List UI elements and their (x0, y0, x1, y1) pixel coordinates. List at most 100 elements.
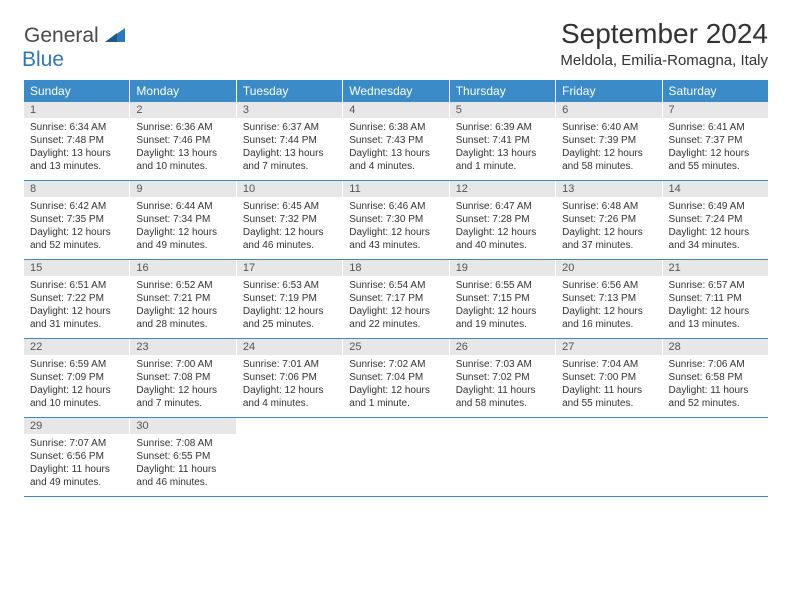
daylight-text: Daylight: 11 hours and 46 minutes. (136, 463, 229, 489)
daylight-text: Daylight: 11 hours and 49 minutes. (30, 463, 123, 489)
day-header-friday: Friday (556, 80, 662, 102)
calendar-day-cell: 14Sunrise: 6:49 AMSunset: 7:24 PMDayligh… (663, 181, 768, 259)
calendar-day-cell: 27Sunrise: 7:04 AMSunset: 7:00 PMDayligh… (556, 339, 662, 417)
daylight-text: Daylight: 13 hours and 1 minute. (456, 147, 549, 173)
empty-cell (663, 418, 768, 496)
sunrise-text: Sunrise: 6:56 AM (562, 279, 655, 292)
cell-body-text: Sunrise: 6:56 AMSunset: 7:13 PMDaylight:… (556, 276, 661, 335)
calendar-day-cell: 5Sunrise: 6:39 AMSunset: 7:41 PMDaylight… (450, 102, 556, 180)
sunrise-text: Sunrise: 7:03 AM (456, 358, 549, 371)
sunset-text: Sunset: 7:37 PM (669, 134, 762, 147)
daylight-text: Daylight: 12 hours and 55 minutes. (669, 147, 762, 173)
sunset-text: Sunset: 7:34 PM (136, 213, 229, 226)
cell-date-number: 23 (130, 339, 235, 355)
cell-body-text: Sunrise: 6:44 AMSunset: 7:34 PMDaylight:… (130, 197, 235, 256)
calendar-week-row: 29Sunrise: 7:07 AMSunset: 6:56 PMDayligh… (24, 418, 768, 497)
sunset-text: Sunset: 7:00 PM (562, 371, 655, 384)
cell-date-number: 29 (24, 418, 129, 434)
calendar-page: General Blue September 2024 Meldola, Emi… (0, 0, 792, 497)
logo-text-blue: Blue (22, 48, 64, 71)
calendar-day-cell: 19Sunrise: 6:55 AMSunset: 7:15 PMDayligh… (450, 260, 556, 338)
sunset-text: Sunset: 7:17 PM (349, 292, 442, 305)
cell-body-text: Sunrise: 7:06 AMSunset: 6:58 PMDaylight:… (663, 355, 768, 414)
sunset-text: Sunset: 7:09 PM (30, 371, 123, 384)
sunrise-text: Sunrise: 6:46 AM (349, 200, 442, 213)
sunset-text: Sunset: 7:15 PM (456, 292, 549, 305)
sunrise-text: Sunrise: 6:40 AM (562, 121, 655, 134)
cell-body-text: Sunrise: 7:03 AMSunset: 7:02 PMDaylight:… (450, 355, 555, 414)
cell-body-text: Sunrise: 7:04 AMSunset: 7:00 PMDaylight:… (556, 355, 661, 414)
cell-body-text: Sunrise: 6:37 AMSunset: 7:44 PMDaylight:… (237, 118, 342, 177)
sunrise-text: Sunrise: 6:54 AM (349, 279, 442, 292)
daylight-text: Daylight: 11 hours and 55 minutes. (562, 384, 655, 410)
calendar-day-cell: 22Sunrise: 6:59 AMSunset: 7:09 PMDayligh… (24, 339, 130, 417)
daylight-text: Daylight: 12 hours and 1 minute. (349, 384, 442, 410)
sunrise-text: Sunrise: 6:36 AM (136, 121, 229, 134)
cell-body-text: Sunrise: 7:02 AMSunset: 7:04 PMDaylight:… (343, 355, 448, 414)
calendar-day-cell: 18Sunrise: 6:54 AMSunset: 7:17 PMDayligh… (343, 260, 449, 338)
daylight-text: Daylight: 13 hours and 4 minutes. (349, 147, 442, 173)
cell-date-number: 28 (663, 339, 768, 355)
calendar-day-cell: 2Sunrise: 6:36 AMSunset: 7:46 PMDaylight… (130, 102, 236, 180)
logo-text-block: General Blue (24, 24, 125, 72)
daylight-text: Daylight: 12 hours and 7 minutes. (136, 384, 229, 410)
cell-date-number: 16 (130, 260, 235, 276)
cell-date-number: 21 (663, 260, 768, 276)
calendar-day-cell: 29Sunrise: 7:07 AMSunset: 6:56 PMDayligh… (24, 418, 130, 496)
cell-body-text: Sunrise: 6:36 AMSunset: 7:46 PMDaylight:… (130, 118, 235, 177)
logo-text-general: General (24, 24, 99, 47)
sunset-text: Sunset: 7:24 PM (669, 213, 762, 226)
sunset-text: Sunset: 6:58 PM (669, 371, 762, 384)
page-header: General Blue September 2024 Meldola, Emi… (24, 18, 768, 72)
sunrise-text: Sunrise: 6:34 AM (30, 121, 123, 134)
sunset-text: Sunset: 7:41 PM (456, 134, 549, 147)
cell-body-text: Sunrise: 6:51 AMSunset: 7:22 PMDaylight:… (24, 276, 129, 335)
daylight-text: Daylight: 12 hours and 52 minutes. (30, 226, 123, 252)
cell-date-number: 20 (556, 260, 661, 276)
sunrise-text: Sunrise: 7:08 AM (136, 437, 229, 450)
empty-cell (450, 418, 556, 496)
empty-cell (237, 418, 343, 496)
cell-body-text: Sunrise: 6:39 AMSunset: 7:41 PMDaylight:… (450, 118, 555, 177)
cell-body-text: Sunrise: 6:42 AMSunset: 7:35 PMDaylight:… (24, 197, 129, 256)
sunrise-text: Sunrise: 6:51 AM (30, 279, 123, 292)
cell-body-text: Sunrise: 7:00 AMSunset: 7:08 PMDaylight:… (130, 355, 235, 414)
calendar-day-cell: 13Sunrise: 6:48 AMSunset: 7:26 PMDayligh… (556, 181, 662, 259)
calendar-day-cell: 8Sunrise: 6:42 AMSunset: 7:35 PMDaylight… (24, 181, 130, 259)
calendar-day-cell: 10Sunrise: 6:45 AMSunset: 7:32 PMDayligh… (237, 181, 343, 259)
cell-date-number: 22 (24, 339, 129, 355)
calendar-day-cell: 24Sunrise: 7:01 AMSunset: 7:06 PMDayligh… (237, 339, 343, 417)
cell-body-text: Sunrise: 6:47 AMSunset: 7:28 PMDaylight:… (450, 197, 555, 256)
sunrise-text: Sunrise: 7:01 AM (243, 358, 336, 371)
calendar-day-cell: 4Sunrise: 6:38 AMSunset: 7:43 PMDaylight… (343, 102, 449, 180)
daylight-text: Daylight: 12 hours and 43 minutes. (349, 226, 442, 252)
calendar-grid: Sunday Monday Tuesday Wednesday Thursday… (24, 80, 768, 497)
sunset-text: Sunset: 7:28 PM (456, 213, 549, 226)
day-header-sunday: Sunday (24, 80, 130, 102)
cell-date-number: 5 (450, 102, 555, 118)
sunset-text: Sunset: 7:04 PM (349, 371, 442, 384)
sunrise-text: Sunrise: 7:06 AM (669, 358, 762, 371)
day-header-wednesday: Wednesday (343, 80, 449, 102)
cell-body-text: Sunrise: 6:53 AMSunset: 7:19 PMDaylight:… (237, 276, 342, 335)
cell-date-number: 7 (663, 102, 768, 118)
sunrise-text: Sunrise: 6:42 AM (30, 200, 123, 213)
cell-date-number: 24 (237, 339, 342, 355)
cell-date-number: 9 (130, 181, 235, 197)
location-text: Meldola, Emilia-Romagna, Italy (560, 52, 768, 69)
cell-body-text: Sunrise: 7:07 AMSunset: 6:56 PMDaylight:… (24, 434, 129, 493)
sunrise-text: Sunrise: 6:47 AM (456, 200, 549, 213)
sunrise-text: Sunrise: 6:57 AM (669, 279, 762, 292)
cell-body-text: Sunrise: 6:34 AMSunset: 7:48 PMDaylight:… (24, 118, 129, 177)
cell-date-number: 30 (130, 418, 235, 434)
sunset-text: Sunset: 7:35 PM (30, 213, 123, 226)
calendar-day-cell: 9Sunrise: 6:44 AMSunset: 7:34 PMDaylight… (130, 181, 236, 259)
daylight-text: Daylight: 12 hours and 34 minutes. (669, 226, 762, 252)
sunrise-text: Sunrise: 6:44 AM (136, 200, 229, 213)
sunrise-text: Sunrise: 6:53 AM (243, 279, 336, 292)
cell-body-text: Sunrise: 7:01 AMSunset: 7:06 PMDaylight:… (237, 355, 342, 414)
sunrise-text: Sunrise: 6:37 AM (243, 121, 336, 134)
cell-date-number: 17 (237, 260, 342, 276)
sunset-text: Sunset: 7:26 PM (562, 213, 655, 226)
daylight-text: Daylight: 12 hours and 49 minutes. (136, 226, 229, 252)
